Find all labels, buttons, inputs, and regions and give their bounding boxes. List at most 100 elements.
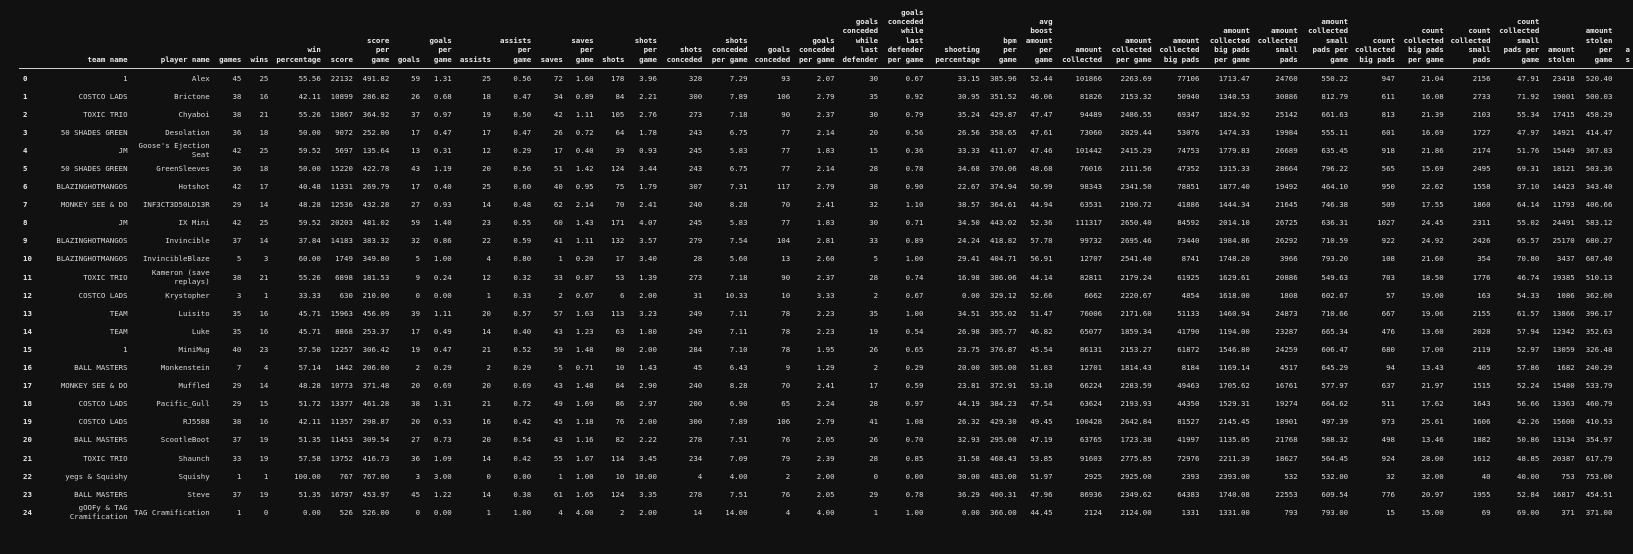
table-cell: 1.48 [575, 381, 594, 391]
table-cell: 82 [615, 435, 625, 445]
table-cell: 64.14 [1517, 200, 1540, 210]
table-cell: 55.26 [298, 272, 321, 282]
table-cell: 376.87 [989, 344, 1017, 354]
table-cell: 63624 [1079, 399, 1103, 409]
table-row: 19 COSTCO LADS RJ5588 38 16 42.11 11357 298.87 2… [19, 413, 1633, 431]
table-cell: 753.00 [1585, 471, 1613, 481]
table-cell: 39 [615, 145, 625, 155]
table-cell: 17 [411, 182, 421, 192]
table-cell: 240.29 [1585, 363, 1613, 373]
table-row: 9 BLAZINGHOTMANGOS Invincible 37 14 37.84 1418… [19, 232, 1633, 250]
table-cell: 41 [869, 417, 879, 427]
table-cell: 1.00 [513, 507, 532, 517]
table-cell: 24760 [1275, 73, 1298, 83]
table-cell: 43 [411, 164, 421, 174]
table-cell: 2.14 [575, 200, 594, 210]
table-cell: 32 [1386, 471, 1396, 481]
row-index: 23 [23, 489, 32, 499]
table-cell: 3 [236, 290, 242, 300]
table-cell: 19.00 [1421, 290, 1444, 300]
table-cell: 19.06 [1421, 308, 1444, 318]
table-cell: 28 [869, 399, 879, 409]
table-cell: 481.02 [362, 218, 390, 228]
table-cell: 406.66 [1585, 200, 1613, 210]
table-cell: 17 [482, 127, 491, 137]
table-cell: 5 [558, 363, 563, 373]
table-cell: 240 [688, 381, 703, 391]
table-cell: 432.28 [362, 200, 390, 210]
table-cell: 9 [785, 363, 791, 373]
column-header: score [323, 4, 356, 69]
table-cell: 3.44 [639, 164, 657, 174]
table-cell: 42 [232, 218, 242, 228]
table-cell: 21.04 [1421, 73, 1444, 83]
table-cell: 703 [1381, 272, 1396, 282]
column-header: amount collected big pads [1154, 4, 1203, 69]
table-cell: 55 [553, 453, 563, 463]
table-cell: 0.70 [905, 435, 924, 445]
table-cell: 86936 [1079, 489, 1103, 499]
column-header: goals conceded while last defender per g… [881, 4, 927, 69]
table-row: 6 BLAZINGHOTMANGOS Hotshot 42 17 40.48 11331 26… [19, 178, 1633, 196]
table-cell: 1.00 [905, 254, 924, 264]
table-cell: BLAZINGHOTMANGOS [56, 182, 128, 192]
table-cell: 0.00 [962, 290, 980, 300]
table-cell: 0.55 [513, 218, 532, 228]
table-cell: 33.33 [957, 145, 980, 155]
table-row: 17 MONKEY SEE & DO Muffled 29 14 48.28 10773 37… [19, 377, 1633, 395]
table-cell: 47.47 [1030, 109, 1053, 119]
table-cell: 0.95 [575, 182, 594, 192]
table-cell: 15.00 [1421, 507, 1444, 517]
table-cell: 56.66 [1517, 399, 1540, 409]
header-row: team name player name games wins win percent… [19, 4, 1633, 69]
table-cell: 2.24 [816, 399, 835, 409]
table-cell [1615, 87, 1633, 105]
table-cell: 17 [411, 127, 421, 137]
row-index: 0 [23, 73, 28, 83]
table-cell: 245 [688, 218, 703, 228]
table-cell: 503.36 [1585, 164, 1613, 174]
table-cell: 18 [259, 127, 269, 137]
table-cell: 33 [553, 272, 563, 282]
table-cell: 7.18 [729, 109, 748, 119]
table-cell: 50940 [1177, 91, 1200, 101]
table-cell: 476 [1381, 326, 1396, 336]
table-cell: 19 [411, 344, 421, 354]
table-cell: 0.86 [433, 236, 452, 246]
column-header: wins [244, 4, 272, 69]
table-cell: 20886 [1275, 272, 1298, 282]
table-cell: 15449 [1552, 145, 1575, 155]
table-cell: 416.73 [362, 453, 390, 463]
table-cell: 18.50 [1421, 272, 1444, 282]
table-cell: 63 [615, 326, 625, 336]
table-cell [1615, 268, 1633, 286]
table-cell: 305.00 [989, 363, 1017, 373]
table-cell: 1 [236, 507, 242, 517]
table-cell: 21.39 [1421, 109, 1444, 119]
table-cell: 0.33 [513, 290, 532, 300]
table-cell: 49463 [1177, 381, 1200, 391]
column-header: amount stolen [1542, 4, 1578, 69]
table-cell: 13.43 [1421, 363, 1444, 373]
table-cell: 609.54 [1321, 489, 1349, 499]
table-cell: 17415 [1552, 109, 1575, 119]
table-cell [1615, 340, 1633, 358]
table-cell: 3 [263, 254, 269, 264]
table-cell: 47.19 [1030, 435, 1053, 445]
table-cell: 15 [869, 145, 879, 155]
table-cell: 18627 [1275, 453, 1298, 463]
table-cell: 38 [411, 399, 421, 409]
table-cell: 1.00 [575, 471, 594, 481]
table-cell: 7.51 [729, 435, 748, 445]
table-cell: 43 [553, 435, 563, 445]
table-cell: 12342 [1552, 326, 1575, 336]
table-cell: 468.43 [989, 453, 1017, 463]
table-cell: 21.97 [1421, 381, 1444, 391]
table-cell: TAG Cramification [134, 507, 210, 517]
table-cell: 52.44 [1030, 73, 1053, 83]
table-cell: 46.06 [1030, 91, 1053, 101]
table-cell: 1.95 [816, 344, 835, 354]
table-cell: 70.80 [1517, 254, 1540, 264]
table-cell: 71.92 [1517, 91, 1540, 101]
table-cell: 2029.44 [1120, 127, 1152, 137]
